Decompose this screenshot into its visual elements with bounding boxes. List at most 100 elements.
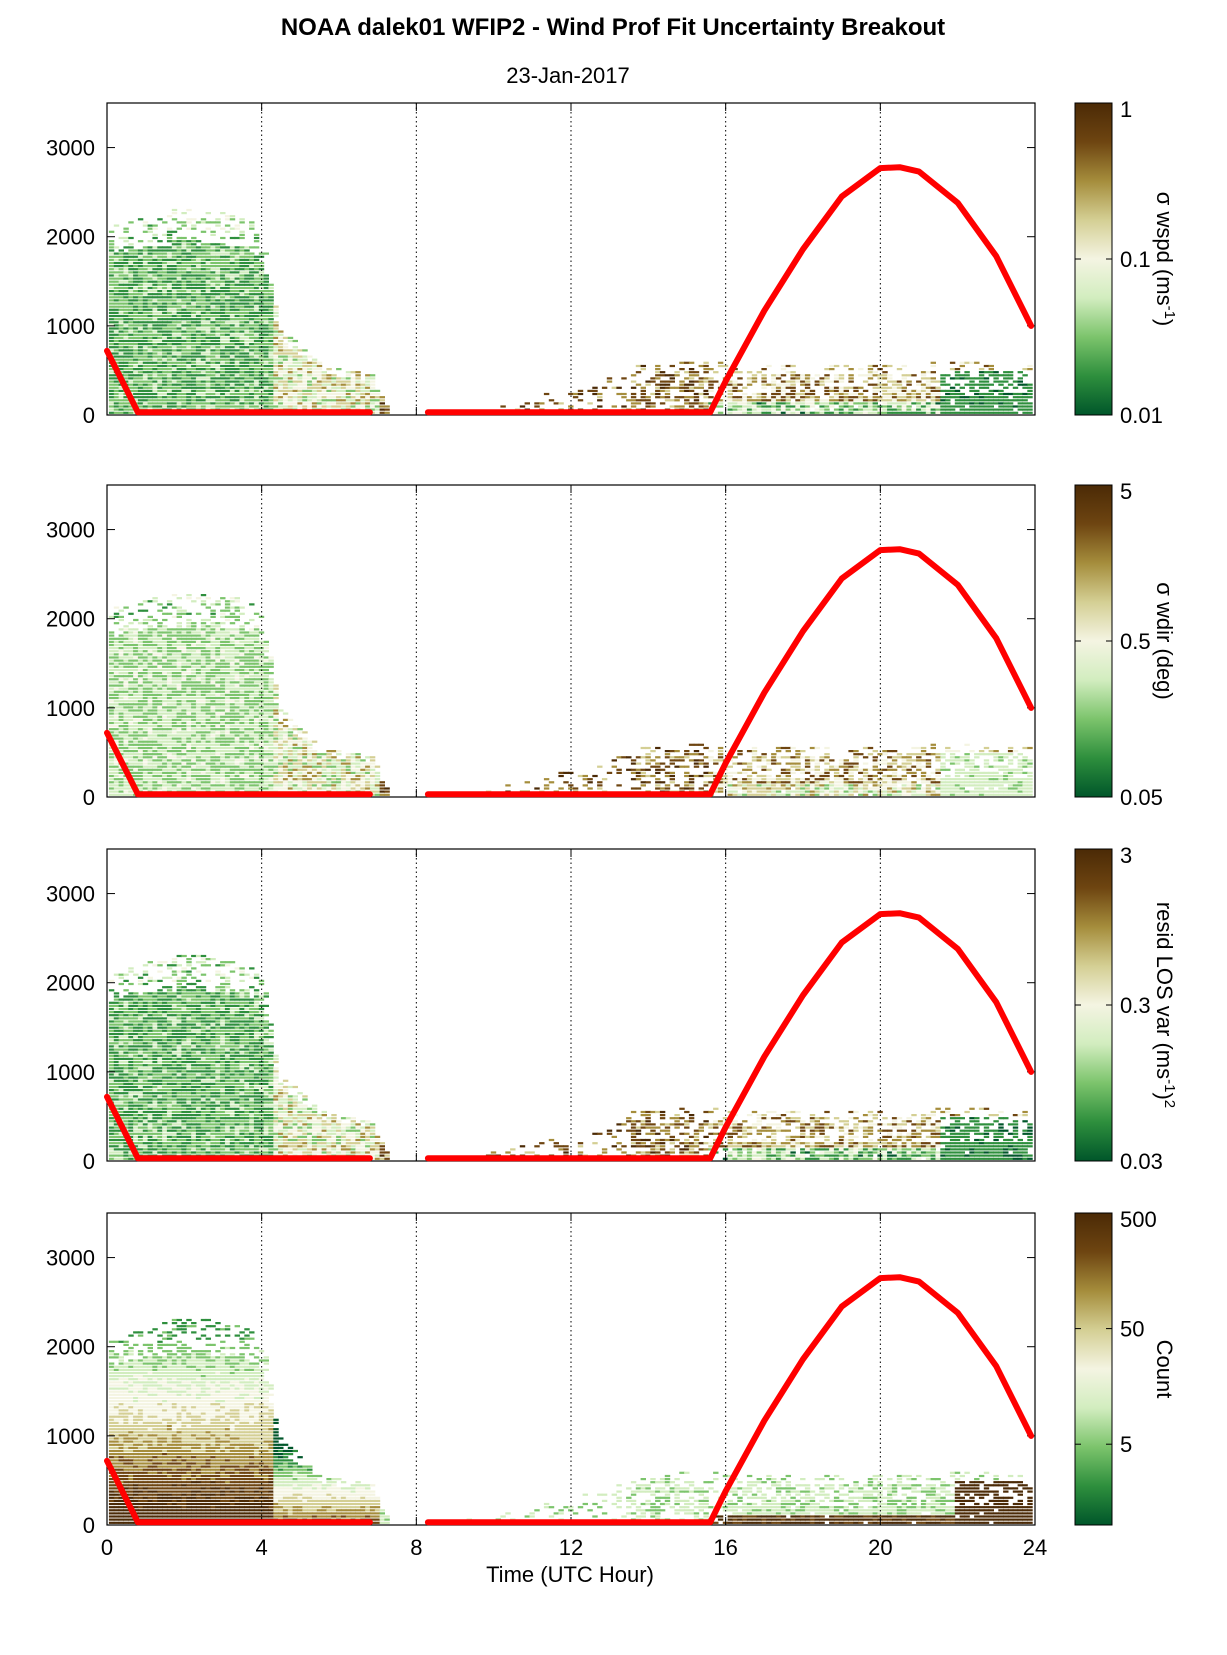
heatmap-cell [118, 258, 124, 261]
heatmap-cell [239, 352, 245, 355]
heatmap-cell [137, 715, 144, 718]
heatmap-cell [200, 668, 207, 672]
heatmap-cell [108, 774, 115, 778]
heatmap-cell [273, 380, 279, 383]
heatmap-cell [925, 396, 932, 399]
heatmap-cell [814, 399, 820, 402]
heatmap-cell [195, 643, 202, 647]
heatmap-cell [239, 364, 245, 368]
heatmap-cell [785, 380, 791, 383]
heatmap-cell [200, 274, 207, 277]
heatmap-cell [679, 361, 685, 364]
heatmap-cell [152, 693, 158, 696]
heatmap-cell [205, 628, 211, 631]
heatmap-cell [166, 299, 173, 302]
heatmap-cell [345, 405, 352, 408]
heatmap-cell [698, 402, 704, 405]
heatmap-cell [113, 280, 120, 283]
heatmap-cell [147, 746, 153, 750]
heatmap-cell [147, 327, 153, 330]
heatmap-cell [234, 308, 240, 311]
heatmap-cell [224, 249, 231, 252]
heatmap-cell [195, 640, 202, 643]
heatmap-cell [215, 665, 221, 668]
heatmap-cell [157, 271, 163, 274]
heatmap-cell [147, 318, 153, 321]
heatmap-cell [234, 765, 240, 768]
heatmap-cell [234, 753, 240, 756]
heatmap-cell [935, 399, 941, 402]
heatmap-cell [862, 411, 869, 414]
heatmap-cell [152, 355, 158, 358]
heatmap-cell [157, 314, 163, 318]
heatmap-cell [205, 302, 211, 305]
heatmap-cell [195, 746, 202, 750]
heatmap-cell [118, 333, 124, 336]
heatmap-cell [848, 368, 854, 371]
heatmap-cell [307, 371, 313, 374]
heatmap-cell [186, 740, 192, 743]
heatmap-cell [181, 311, 187, 314]
heatmap-cell [108, 768, 115, 771]
heatmap-cell [181, 768, 187, 771]
heatmap-cell [935, 389, 941, 392]
heatmap-cell [998, 399, 1004, 402]
heatmap-cell [166, 756, 173, 759]
heatmap-cell [244, 687, 250, 690]
heatmap-cell [133, 684, 139, 687]
heatmap-cell [133, 255, 139, 258]
heatmap-cell [166, 678, 173, 681]
heatmap-cell [176, 756, 182, 759]
heatmap-cell [287, 355, 294, 358]
heatmap-cell [800, 402, 806, 405]
heatmap-cell [205, 333, 211, 336]
heatmap-cell [200, 659, 207, 662]
heatmap-cell [215, 277, 221, 280]
heatmap-cell [181, 756, 187, 759]
heatmap-cell [186, 756, 192, 759]
heatmap-cell [171, 787, 178, 790]
heatmap-cell [983, 399, 990, 402]
heatmap-cell [824, 399, 830, 402]
heatmap-cell [205, 631, 211, 634]
heatmap-cell [925, 392, 932, 396]
heatmap-cell [244, 305, 250, 308]
heatmap-cell [215, 756, 221, 759]
heatmap-cell [350, 402, 356, 405]
heatmap-cell [171, 330, 178, 333]
heatmap-cell [171, 299, 178, 302]
heatmap-cell [171, 402, 178, 405]
heatmap-cell [355, 402, 361, 405]
heatmap-cell [142, 753, 149, 756]
heatmap-cell [234, 743, 240, 746]
heatmap-cell [833, 396, 840, 399]
heatmap-cell [195, 709, 202, 712]
heatmap-cell [147, 336, 153, 339]
heatmap-cell [896, 396, 903, 399]
heatmap-cell [258, 311, 265, 314]
heatmap-cell [162, 762, 168, 765]
heatmap-cell [253, 389, 260, 392]
heatmap-cell [191, 662, 197, 665]
heatmap-cell [867, 396, 874, 399]
heatmap-cell [142, 700, 149, 703]
heatmap-cell [152, 321, 158, 324]
heatmap-cell [176, 364, 182, 368]
heatmap-cell [142, 283, 149, 286]
heatmap-cell [128, 221, 134, 224]
heatmap-cell [761, 374, 767, 377]
heatmap-cell [785, 408, 791, 411]
heatmap-cell [108, 615, 115, 618]
heatmap-cell [848, 411, 854, 414]
heatmap-cell [321, 383, 327, 386]
heatmap-cell [249, 252, 255, 255]
heatmap-cell [113, 721, 120, 725]
heatmap-cell [205, 346, 211, 349]
heatmap-cell [249, 296, 255, 299]
heatmap-cell [215, 740, 221, 743]
heatmap-cell [166, 258, 173, 261]
heatmap-cell [224, 778, 231, 781]
heatmap-cell [229, 631, 236, 634]
heatmap-cell [263, 349, 269, 352]
heatmap-cell [186, 208, 192, 212]
